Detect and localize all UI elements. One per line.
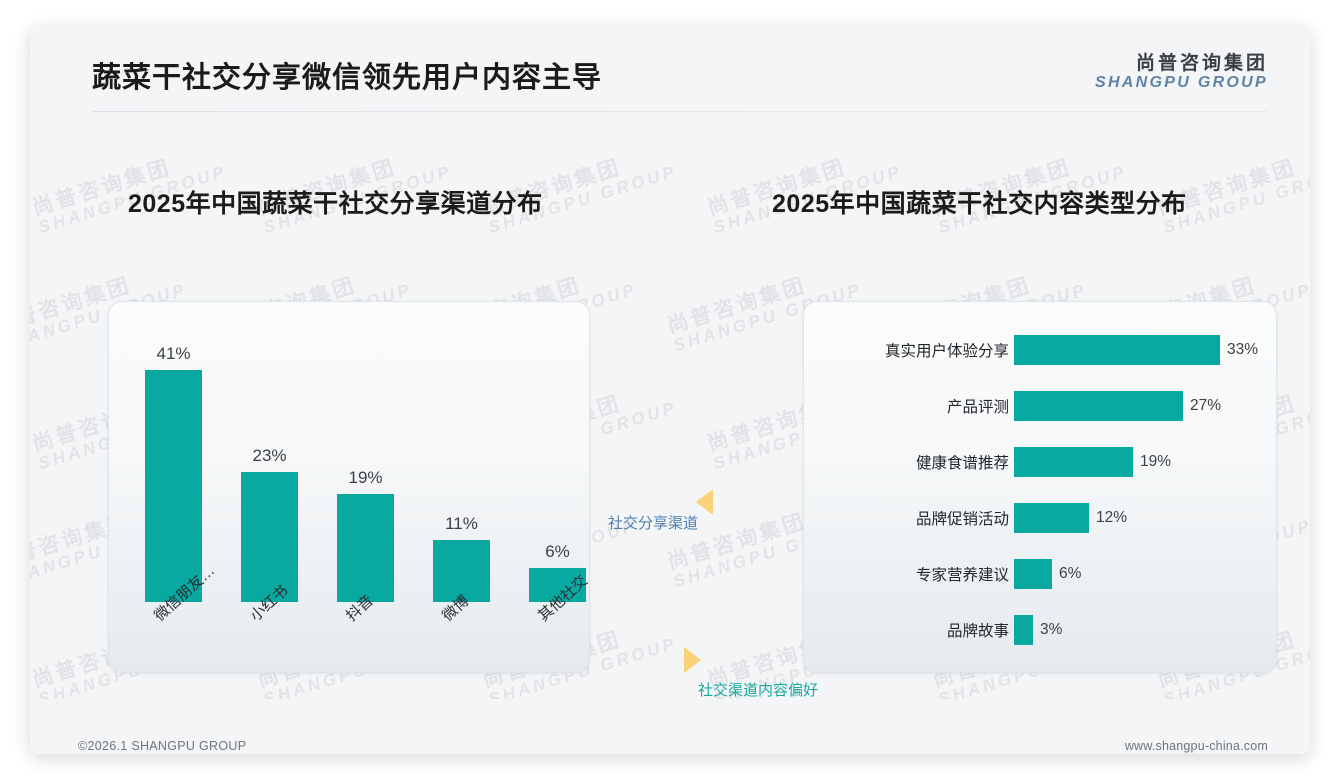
horizontal-bar — [1014, 335, 1220, 365]
bar-category-label: 产品评测 — [946, 399, 1009, 416]
triangle-right-icon — [684, 647, 701, 673]
triangle-left-icon — [696, 489, 713, 515]
brand-logo: 尚普咨询集团 SHANGPU GROUP — [1095, 53, 1268, 92]
horizontal-bar — [1014, 615, 1033, 645]
logo-chinese-text: 尚普咨询集团 — [1135, 53, 1268, 74]
bar-column: 11% — [433, 514, 490, 602]
vertical-bar — [241, 472, 298, 602]
horizontal-bar — [1014, 559, 1052, 589]
slide-body: 尚普咨询集团 SHANGPU GROUP 尚普咨询集团 SHANGPU GROUP 尚普… — [30, 121, 1310, 699]
bar-category-label: 真实用户体验分享 — [884, 343, 1009, 360]
vertical-bar — [433, 540, 490, 602]
bar-column: 6% — [529, 542, 586, 602]
vertical-bar-chart: 41% 微信朋友… 23% 小红书 19% 抖音 11% 微博 6% 其他社交… — [109, 302, 589, 672]
bar-row: 品牌促销活动 12% — [804, 500, 1276, 536]
social-channel-chart-card: 41% 微信朋友… 23% 小红书 19% 抖音 11% 微博 6% 其他社交… — [108, 301, 590, 673]
slide-header: 蔬菜干社交分享微信领先用户内容主导 尚普咨询集团 SHANGPU GROUP — [30, 26, 1310, 121]
bar-value-label: 12% — [1096, 509, 1128, 526]
bar-category-label: 品牌故事 — [946, 623, 1009, 640]
bar-value-label: 27% — [1190, 397, 1222, 414]
horizontal-bar — [1014, 447, 1133, 477]
annotation-content-preference-label: 社交渠道内容偏好 — [698, 682, 819, 699]
footer-website: www.shangpu-china.com — [1124, 739, 1268, 753]
bar-row: 健康食谱推荐 19% — [804, 444, 1276, 480]
slide-footer: ©2026.1 SHANGPU GROUP www.shangpu-china.… — [30, 729, 1310, 754]
vertical-bar — [145, 370, 202, 602]
bar-column: 41% — [145, 344, 202, 602]
vertical-bar — [337, 494, 394, 602]
left-chart-title: 2025年中国蔬菜干社交分享渠道分布 — [128, 190, 543, 218]
content-type-chart-card: 真实用户体验分享 33% 产品评测 27% 健康食谱推荐 19% 品牌促销活动 12% 专家营养… — [803, 301, 1277, 673]
horizontal-bar — [1014, 391, 1183, 421]
annotation-social-channel-label: 社交分享渠道 — [608, 515, 699, 532]
bar-column: 23% — [241, 446, 298, 602]
bar-value-label: 3% — [1040, 621, 1063, 638]
bar-value-label: 11% — [445, 514, 478, 533]
bar-value-label: 23% — [252, 446, 287, 465]
page-title: 蔬菜干社交分享微信领先用户内容主导 — [92, 62, 603, 94]
bar-row: 真实用户体验分享 33% — [804, 332, 1276, 368]
bar-value-label: 19% — [1140, 453, 1172, 470]
vertical-bar — [529, 568, 586, 602]
header-divider — [92, 111, 1268, 112]
bar-column: 19% — [337, 468, 394, 602]
bar-value-label: 6% — [545, 542, 570, 561]
slide-page: 蔬菜干社交分享微信领先用户内容主导 尚普咨询集团 SHANGPU GROUP 尚… — [30, 26, 1310, 754]
bar-value-label: 6% — [1059, 565, 1082, 582]
logo-english-text: SHANGPU GROUP — [1094, 74, 1268, 92]
horizontal-bar — [1014, 503, 1089, 533]
bar-value-label: 33% — [1227, 341, 1259, 358]
footer-copyright: ©2026.1 SHANGPU GROUP — [78, 739, 247, 753]
bar-row: 产品评测 27% — [804, 388, 1276, 424]
bar-row: 专家营养建议 6% — [804, 556, 1276, 592]
bar-row: 品牌故事 3% — [804, 612, 1276, 648]
bar-category-label: 品牌促销活动 — [915, 511, 1009, 528]
right-chart-title: 2025年中国蔬菜干社交内容类型分布 — [772, 190, 1187, 218]
bar-category-label: 专家营养建议 — [915, 567, 1009, 584]
bar-value-label: 19% — [348, 468, 383, 487]
bar-category-label: 健康食谱推荐 — [915, 455, 1009, 472]
bar-value-label: 41% — [156, 344, 191, 363]
